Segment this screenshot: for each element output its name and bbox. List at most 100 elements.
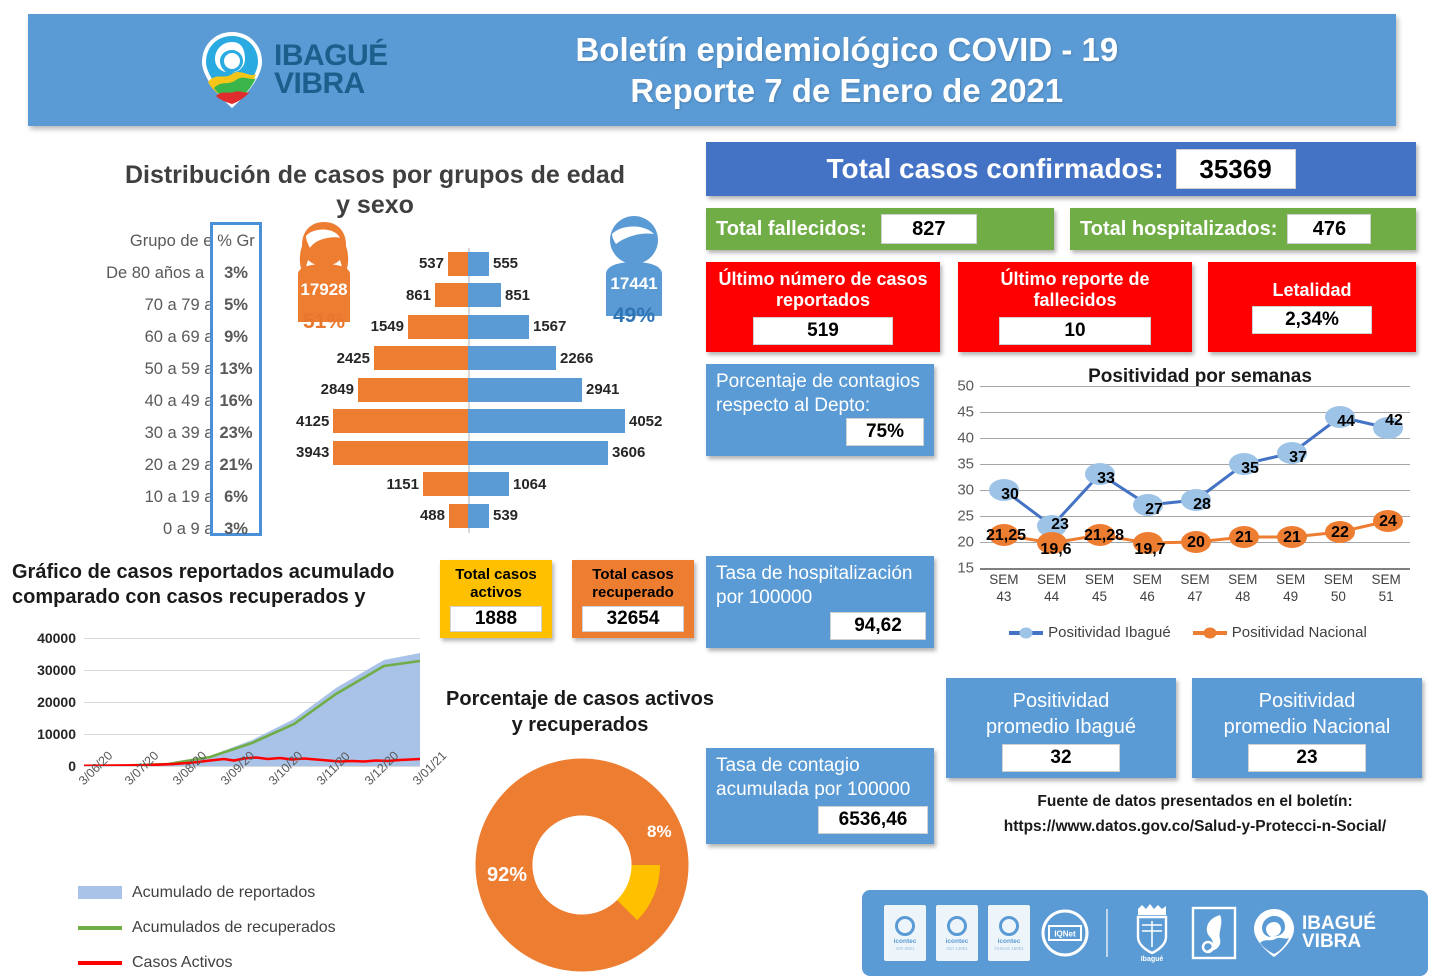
legend-label-nacional: Positividad Nacional	[1231, 624, 1367, 641]
age-title-line-1: Distribución de casos por grupos de edad	[124, 161, 626, 189]
point-label-ibague: 28	[1193, 496, 1211, 513]
age-group-label: De 80 años a más	[106, 263, 240, 282]
legend-label-active: Casos Activos	[132, 953, 233, 971]
total-hospitalized-label: Total hospitalizados:	[1080, 217, 1278, 240]
page-title: Boletín epidemiológico COVID - 19 Report…	[388, 29, 1306, 112]
y-tick: 10000	[37, 726, 76, 742]
point-label-ibague: 30	[1001, 486, 1019, 503]
pyramid-row: 2425 2266	[300, 343, 700, 375]
data-point-nacional	[1037, 532, 1067, 554]
avg-nacional-label-1: Positividad	[1258, 690, 1356, 712]
avg-ibague-value: 32	[1002, 744, 1120, 772]
last-reported-deaths-value: 10	[999, 316, 1151, 345]
point-label-nacional: 21	[1283, 529, 1301, 546]
icontec-mark-icon	[999, 915, 1019, 936]
male-bar	[468, 409, 625, 434]
x-tick-label: SEM 44	[1037, 572, 1067, 604]
donut-hole	[532, 815, 632, 915]
male-figure: 17441 49%	[582, 212, 686, 342]
cumulative-contagion-rate-value: 6536,46	[818, 806, 928, 834]
cert-standard: OHSAS 18001	[994, 945, 1024, 951]
female-bar-value: 488	[419, 507, 445, 525]
legend-swatch-active	[78, 960, 122, 965]
point-label-nacional: 22	[1331, 524, 1349, 541]
age-row: De 80 años a más	[48, 257, 248, 289]
icontec-iso14001-logo: icontec ISO 14001	[936, 905, 978, 961]
lethality-value: 2,34%	[1252, 306, 1372, 335]
female-bar	[333, 409, 468, 434]
data-point-ibague	[1229, 453, 1259, 475]
point-label-ibague: 44	[1337, 413, 1355, 430]
total-recovered-value: 32654	[582, 606, 684, 633]
total-deaths-card: Total fallecidos: 827	[706, 208, 1054, 250]
legend-item-ibague: Positividad Ibagué	[1009, 624, 1171, 641]
positivity-legend: Positividad Ibagué Positividad Nacional	[968, 624, 1408, 641]
donut-svg	[475, 758, 689, 972]
male-bar	[468, 346, 556, 371]
total-active-cases-card: Total casos activos 1888	[440, 560, 552, 638]
pyramid-row: 861 851	[300, 280, 700, 312]
last-reported-deaths-label: Último reporte de fallecidos	[1000, 269, 1150, 310]
male-bar	[468, 503, 489, 528]
source-url[interactable]: https://www.datos.gov.co/Salud-y-Protecc…	[1003, 817, 1387, 835]
data-point-ibague	[1277, 442, 1307, 464]
male-bar-value: 3606	[612, 444, 646, 462]
male-bar	[468, 251, 489, 276]
x-tick-label: SEM 43	[989, 572, 1019, 604]
active-cases-line	[84, 756, 420, 766]
male-person-icon	[606, 216, 662, 316]
point-label-ibague: 27	[1145, 501, 1163, 518]
legend-item-active: Casos Activos	[78, 945, 418, 980]
contagion-vs-department-label: Porcentaje de contagios respecto al Dept…	[716, 371, 920, 417]
source-line-1: Fuente de datos presentados en el boletí…	[1037, 793, 1353, 810]
point-label-nacional: 24	[1379, 513, 1397, 530]
percent-value: 6%	[224, 487, 248, 506]
pyramid-row: 488 539	[300, 500, 700, 532]
percent-value: 9%	[224, 327, 248, 346]
female-percent: 51%	[302, 310, 346, 333]
positivity-x-axis: SEM 43 SEM 44 SEM 45 SEM 46 SEM 47 SEM 48 SEM 4…	[980, 572, 1410, 606]
icontec-mark-icon	[947, 915, 967, 936]
percent-value: 21%	[219, 455, 253, 474]
accumulated-x-axis: 3/06/20 3/07/20 3/08/20 3/09/20 3/10/20 …	[76, 749, 449, 832]
legend-swatch-nacional	[1192, 627, 1227, 638]
accumulated-cases-chart: 40000 30000 20000 10000 0 3/06/20 3/07/2…	[12, 630, 449, 832]
female-bar	[435, 283, 468, 308]
female-bar	[374, 346, 468, 371]
title-line-2: Reporte 7 de Enero de 2021	[630, 72, 1064, 109]
data-point-ibague	[989, 479, 1019, 501]
legend-label-recovered: Acumulados de recuperados	[132, 918, 336, 936]
footer-logo-strip: icontec ISO 9001 icontec ISO 14001 icont…	[862, 890, 1428, 976]
y-tick: 40000	[37, 630, 76, 646]
data-point-nacional	[1325, 521, 1355, 543]
avg-nacional-label-2: promedio Nacional	[1223, 716, 1391, 738]
male-bar-value: 2941	[586, 381, 620, 399]
cumulative-contagion-rate-card: Tasa de contagio acumulada por 100000 65…	[706, 748, 934, 844]
legend-label-reported: Acumulado de reportados	[132, 883, 316, 901]
data-point-nacional	[1229, 526, 1259, 548]
data-point-nacional	[989, 524, 1019, 546]
total-active-value: 1888	[450, 606, 542, 633]
positivity-chart-title: Positividad por semanas	[1088, 366, 1312, 387]
location-pin-icon	[202, 32, 262, 108]
male-bar-value: 1064	[513, 475, 547, 493]
male-bar-value: 4052	[629, 412, 663, 430]
female-bar-value: 1151	[386, 475, 419, 493]
iqnet-logo: IQNet	[1041, 909, 1089, 957]
legend-swatch-ibague	[1009, 627, 1044, 638]
title-line-1: Boletín epidemiológico COVID - 19	[575, 30, 1119, 68]
point-label-ibague: 23	[1051, 516, 1069, 533]
accumulated-cases-title: Gráfico de casos reportados acumulado co…	[12, 560, 432, 610]
female-bar-value: 861	[405, 286, 431, 304]
male-total: 17441	[610, 274, 658, 293]
y-tick: 30	[957, 481, 974, 499]
percent-value: 13%	[219, 359, 253, 378]
male-bar	[468, 440, 608, 465]
percent-header: % Gr	[217, 231, 255, 250]
footer-brand-line-2: VIBRA	[1302, 931, 1362, 952]
female-bar	[449, 503, 468, 528]
hospitalization-rate-card: Tasa de hospitalización por 100000 94,62	[706, 556, 934, 648]
percent-value: 3%	[224, 263, 248, 282]
cert-name: icontec	[893, 937, 917, 945]
female-figure: 17928 51%	[272, 218, 376, 348]
